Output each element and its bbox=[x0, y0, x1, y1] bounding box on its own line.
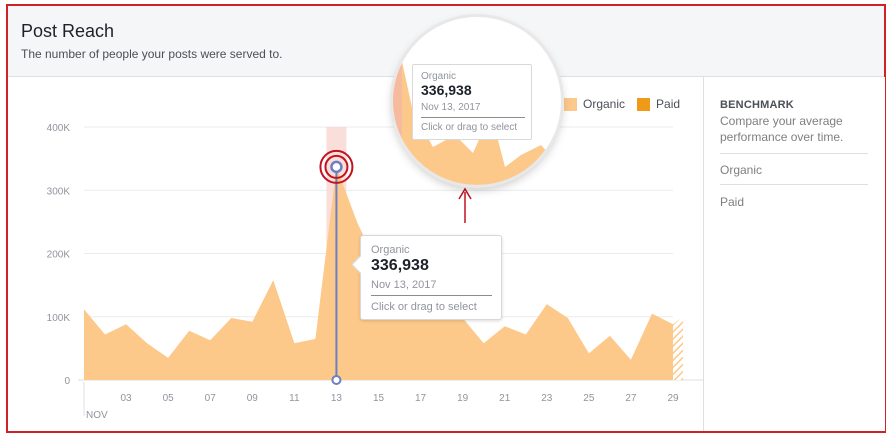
tooltip-divider bbox=[371, 295, 492, 296]
tooltip-action: Click or drag to select bbox=[371, 301, 477, 313]
data-point bbox=[292, 341, 296, 345]
data-tooltip: Organic 336,938 Nov 13, 2017 Click or dr… bbox=[351, 235, 502, 320]
data-point bbox=[482, 341, 486, 345]
chart-legend: Organic Paid bbox=[564, 97, 692, 111]
x-tick-label: 11 bbox=[289, 393, 300, 404]
x-tick-label: 23 bbox=[541, 393, 553, 404]
y-tick-label: 200K bbox=[47, 250, 71, 261]
benchmark-title: BENCHMARK bbox=[720, 99, 794, 111]
legend-swatch-organic bbox=[564, 97, 577, 111]
data-point bbox=[166, 356, 170, 360]
y-tick-label: 100K bbox=[47, 313, 71, 324]
data-point bbox=[208, 338, 212, 342]
data-point bbox=[145, 341, 149, 345]
data-point bbox=[355, 221, 359, 225]
y-tick-label: 0 bbox=[64, 376, 70, 387]
partial-period-area bbox=[673, 316, 683, 380]
magnified-organic-area bbox=[393, 57, 561, 185]
benchmark-panel: BENCHMARK Compare your average performan… bbox=[703, 77, 885, 431]
tooltip-date: Nov 13, 2017 bbox=[371, 279, 437, 291]
data-point bbox=[82, 307, 86, 311]
data-point bbox=[524, 332, 528, 336]
x-tick-label: 19 bbox=[457, 393, 469, 404]
annotation-arrow-head bbox=[458, 187, 472, 200]
x-tick-label: 15 bbox=[373, 393, 385, 404]
x-tick-label: 07 bbox=[205, 393, 217, 404]
x-tick-label: 09 bbox=[247, 393, 259, 404]
data-point bbox=[313, 337, 317, 341]
x-axis-month-label: NOV bbox=[86, 410, 108, 421]
data-point bbox=[650, 312, 654, 316]
data-point bbox=[503, 324, 507, 328]
data-point bbox=[250, 320, 254, 324]
magnified-tooltip: Organic 336,938 Nov 13, 2017 Click or dr… bbox=[412, 64, 532, 140]
x-tick-label: 25 bbox=[583, 393, 595, 404]
y-tick-label: 300K bbox=[47, 186, 71, 197]
data-point bbox=[187, 329, 191, 333]
x-tick-label: 29 bbox=[667, 393, 679, 404]
annotation-ring-outer bbox=[319, 149, 354, 184]
y-tick-label: 400K bbox=[47, 123, 71, 134]
x-tick-label: 13 bbox=[331, 393, 343, 404]
data-point bbox=[229, 316, 233, 320]
x-tick-label: 03 bbox=[121, 393, 133, 404]
benchmark-divider bbox=[720, 153, 868, 154]
data-point bbox=[271, 278, 275, 282]
card-title: Post Reach bbox=[21, 21, 115, 41]
data-point bbox=[566, 316, 570, 320]
data-point bbox=[629, 358, 633, 362]
legend-label-paid: Paid bbox=[656, 97, 681, 111]
legend-swatch-paid bbox=[637, 97, 651, 111]
data-point bbox=[124, 322, 128, 326]
tooltip-value: 336,938 bbox=[371, 257, 429, 274]
magnified-highlight-band bbox=[393, 17, 402, 185]
x-tick-label: 05 bbox=[163, 393, 175, 404]
tooltip-series: Organic bbox=[371, 244, 410, 256]
magnifier-callout: Organic 336,938 Nov 13, 2017 Click or dr… bbox=[393, 17, 561, 185]
data-point bbox=[103, 332, 107, 336]
benchmark-option-organic[interactable]: Organic bbox=[720, 163, 763, 177]
focus-point-marker bbox=[330, 160, 343, 174]
legend-item-organic[interactable]: Organic bbox=[564, 97, 625, 111]
card-subtitle: The number of people your posts were ser… bbox=[21, 47, 283, 61]
post-reach-card: Post Reach The number of people your pos… bbox=[6, 4, 886, 433]
magnified-tooltip-action: Click or drag to select bbox=[421, 122, 518, 133]
legend-item-paid[interactable]: Paid bbox=[637, 97, 680, 111]
magnifier-chart-detail bbox=[393, 17, 561, 185]
magnified-tooltip-date: Nov 13, 2017 bbox=[421, 102, 481, 113]
magnified-tooltip-value: 336,938 bbox=[421, 82, 472, 98]
x-tick-label: 21 bbox=[499, 393, 511, 404]
annotation-ring-inner bbox=[324, 154, 349, 179]
data-point bbox=[545, 302, 549, 306]
benchmark-option-paid[interactable]: Paid bbox=[720, 195, 745, 209]
benchmark-divider bbox=[720, 184, 868, 185]
data-point bbox=[671, 322, 675, 326]
x-tick-label: 27 bbox=[625, 393, 637, 404]
benchmark-description: Compare your average performance over ti… bbox=[720, 114, 844, 144]
magnified-tooltip-series: Organic bbox=[421, 71, 457, 82]
x-tick-label: 17 bbox=[415, 393, 427, 404]
magnified-tooltip-divider bbox=[421, 117, 525, 118]
focus-base-marker bbox=[331, 375, 342, 385]
legend-label-organic: Organic bbox=[583, 97, 626, 111]
data-point bbox=[608, 334, 612, 338]
data-point bbox=[587, 351, 591, 355]
